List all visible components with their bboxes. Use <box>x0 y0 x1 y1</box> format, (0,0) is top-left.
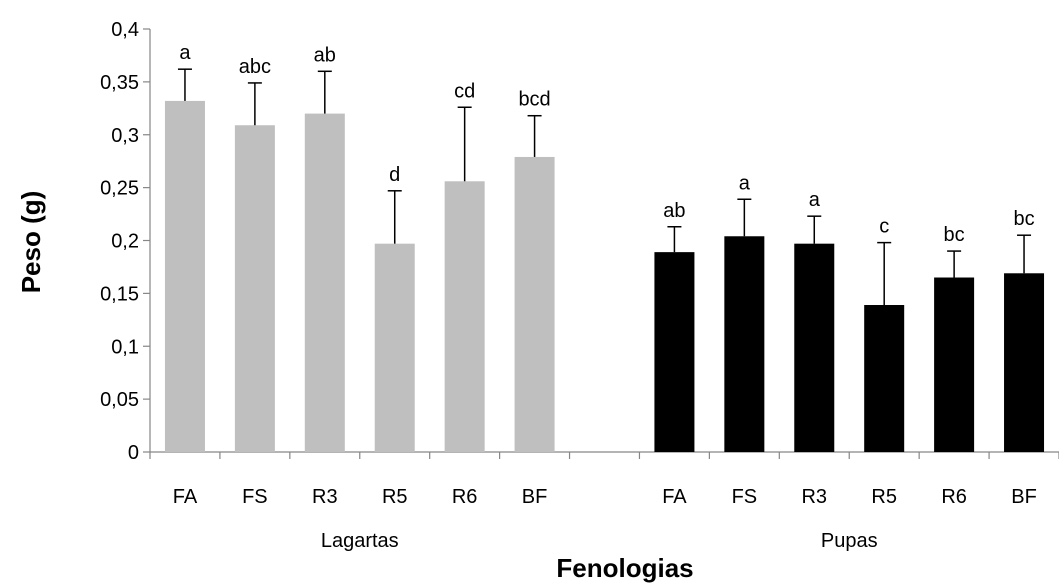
significance-label: bc <box>1013 208 1034 230</box>
x-tick-label: BF <box>1011 486 1037 508</box>
bar <box>514 156 555 452</box>
labels-layer: aFAabcFSabR3dR5cdR6bcdBFLagartasabFAaFSa… <box>173 42 1037 552</box>
y-tick-label: 0,25 <box>100 178 139 200</box>
bars-layer <box>164 68 1045 453</box>
bar <box>374 243 415 452</box>
axes: 0 0,05 0,1 0,15 0,2 0,25 0,3 0,35 0,4 <box>100 19 1059 464</box>
y-tick-label: 0,15 <box>100 283 139 305</box>
x-axis-title: Fenologias <box>556 553 693 583</box>
x-tick-label: FA <box>662 486 687 508</box>
bar <box>304 113 345 452</box>
x-tick-label: R3 <box>312 486 338 508</box>
x-tick-label: BF <box>522 486 548 508</box>
bar <box>934 277 975 452</box>
x-tick-label: FS <box>242 486 268 508</box>
bar <box>864 305 905 452</box>
group-label: Pupas <box>821 530 878 552</box>
x-tick-label: FS <box>732 486 758 508</box>
group-label: Lagartas <box>321 530 399 552</box>
x-tick-label: R3 <box>801 486 827 508</box>
x-tick-label: R6 <box>452 486 478 508</box>
significance-label: a <box>739 172 751 194</box>
bar <box>164 100 205 452</box>
y-tick-label: 0,1 <box>111 336 139 358</box>
bar <box>794 243 835 452</box>
significance-label: ab <box>663 200 685 222</box>
significance-label: c <box>879 216 889 238</box>
significance-label: d <box>389 164 400 186</box>
significance-label: ab <box>314 44 336 66</box>
y-tick-label: 0,3 <box>111 125 139 147</box>
significance-label: a <box>809 189 821 211</box>
x-tick-label: FA <box>173 486 198 508</box>
bar <box>1004 273 1045 452</box>
significance-label: abc <box>239 56 271 78</box>
bar <box>444 181 485 452</box>
significance-label: cd <box>454 80 475 102</box>
y-tick-label: 0 <box>128 442 139 464</box>
y-tick-label: 0,4 <box>111 19 139 41</box>
bar <box>654 252 695 452</box>
significance-label: bcd <box>518 89 550 111</box>
y-tick-label: 0,05 <box>100 389 139 411</box>
y-tick-label: 0,35 <box>100 72 139 94</box>
x-tick-label: R6 <box>941 486 967 508</box>
y-tick-label: 0,2 <box>111 231 139 253</box>
bar <box>724 236 765 452</box>
x-tick-label: R5 <box>382 486 408 508</box>
bar <box>234 125 275 453</box>
x-tick-label: R5 <box>871 486 897 508</box>
y-axis-title: Peso (g) <box>16 191 46 294</box>
significance-label: bc <box>944 224 965 246</box>
significance-label: a <box>179 42 191 64</box>
